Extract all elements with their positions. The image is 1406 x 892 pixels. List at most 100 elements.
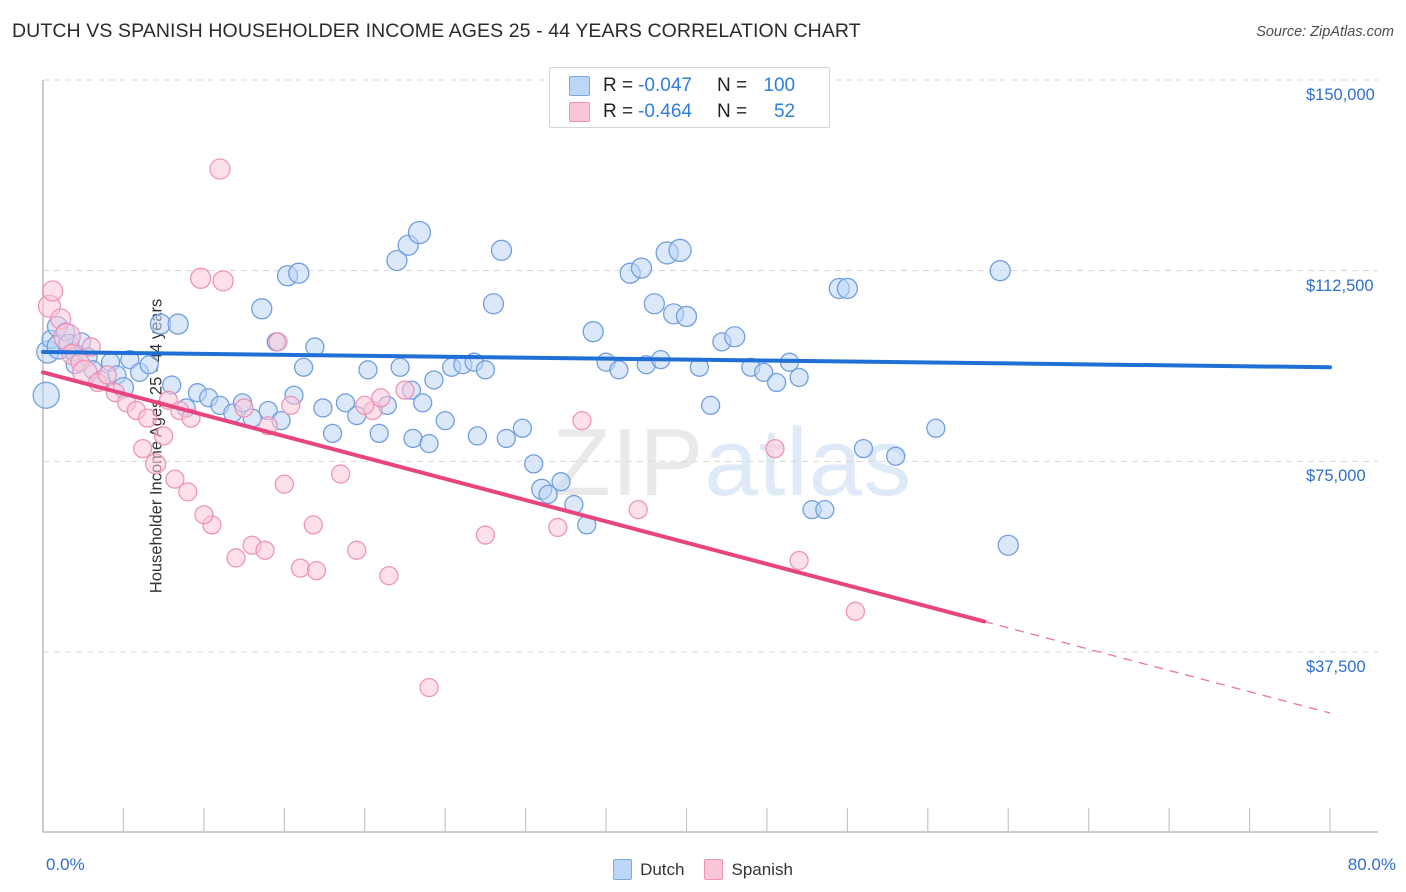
- data-point: [885, 446, 906, 466]
- y-axis-tick-label: $75,000: [1306, 467, 1366, 486]
- data-point: [165, 469, 185, 489]
- data-point: [369, 423, 389, 444]
- data-point: [551, 472, 571, 492]
- data-point: [628, 499, 648, 520]
- data-point: [32, 381, 60, 409]
- series-legend: Dutch Spanish: [0, 859, 1406, 880]
- data-point: [303, 515, 323, 535]
- y-axis-tick-label: $112,500: [1306, 276, 1374, 295]
- data-point: [419, 433, 439, 454]
- data-point: [413, 393, 433, 413]
- dutch-r-value: -0.047: [638, 75, 692, 96]
- legend-entry-spanish[interactable]: Spanish: [704, 859, 793, 880]
- x-axis-min-label: 0.0%: [46, 855, 85, 874]
- data-point: [582, 321, 604, 343]
- data-point: [190, 267, 212, 289]
- data-point: [133, 438, 153, 459]
- dutch-legend-label: Dutch: [640, 859, 685, 879]
- trendlines-layer: [41, 350, 1332, 714]
- data-point: [789, 550, 809, 571]
- data-point: [194, 505, 214, 525]
- dutch-n-value: 100: [763, 75, 796, 96]
- data-point: [255, 540, 275, 560]
- data-point: [209, 158, 231, 180]
- trendline-spanish-dashed: [983, 620, 1331, 714]
- data-point: [407, 220, 432, 245]
- data-point: [403, 428, 423, 449]
- data-point: [609, 360, 629, 380]
- data-point: [836, 277, 859, 300]
- y-axis-tick-label: $37,500: [1306, 658, 1366, 676]
- data-point: [490, 239, 513, 261]
- spanish-r-value: -0.464: [638, 101, 692, 122]
- data-point: [167, 313, 189, 335]
- spanish-legend-label: Spanish: [731, 859, 793, 879]
- data-point: [754, 362, 774, 383]
- data-point: [467, 426, 488, 446]
- data-point: [268, 332, 288, 352]
- data-point: [120, 349, 140, 370]
- data-point: [512, 418, 533, 438]
- data-point: [630, 257, 653, 279]
- data-point: [853, 438, 874, 459]
- data-point: [97, 365, 117, 385]
- data-point: [288, 262, 310, 284]
- spanish-n-value: 52: [773, 101, 796, 122]
- data-point: [989, 260, 1011, 282]
- data-point: [643, 293, 665, 315]
- series-dutch: [32, 220, 1019, 556]
- data-point: [149, 313, 172, 335]
- data-point: [390, 357, 410, 377]
- data-point: [845, 601, 866, 621]
- data-point: [137, 408, 158, 428]
- spanish-r-label: R =: [603, 101, 634, 122]
- data-point: [548, 517, 568, 538]
- data-point: [475, 525, 496, 545]
- x-axis-max-label: 80.0%: [1347, 855, 1396, 874]
- data-point: [251, 298, 273, 320]
- data-point: [815, 499, 835, 520]
- data-point: [386, 249, 408, 272]
- data-point: [572, 411, 592, 431]
- data-point: [379, 566, 399, 586]
- spanish-n-label: N =: [716, 101, 748, 122]
- points-layer: [32, 158, 1019, 698]
- data-point: [226, 548, 246, 568]
- data-point: [700, 395, 721, 416]
- series-spanish: [37, 158, 866, 698]
- trendline-spanish-solid: [41, 370, 987, 624]
- dutch-color-swatch: [569, 76, 590, 96]
- data-point: [524, 454, 544, 474]
- data-point: [538, 484, 558, 505]
- dutch-n-label: N =: [716, 75, 748, 96]
- data-point: [496, 428, 516, 449]
- data-point: [306, 561, 327, 581]
- page-title: DUTCH VS SPANISH HOUSEHOLDER INCOME AGES…: [12, 20, 861, 42]
- y-axis-tick-label: $150,000: [1306, 86, 1375, 104]
- data-point: [139, 355, 159, 375]
- correlation-row-dutch: R = -0.047 N = 100: [550, 73, 829, 99]
- data-point: [178, 482, 198, 502]
- data-point: [347, 540, 367, 560]
- data-point: [322, 423, 343, 444]
- data-point: [424, 370, 444, 390]
- data-point: [435, 411, 455, 431]
- data-point: [358, 360, 378, 380]
- data-point: [475, 360, 496, 380]
- data-point: [675, 305, 698, 328]
- legend-entry-dutch[interactable]: Dutch: [613, 859, 684, 880]
- spanish-color-swatch: [569, 102, 590, 122]
- data-point: [154, 426, 174, 446]
- data-point: [371, 388, 391, 408]
- correlation-legend: R = -0.047 N = 100 R = -0.464 N = 52: [549, 67, 830, 128]
- data-point: [330, 464, 351, 484]
- data-point: [281, 395, 301, 416]
- dutch-r-label: R =: [603, 75, 634, 96]
- data-point: [355, 395, 375, 416]
- data-point: [395, 380, 415, 400]
- dutch-legend-swatch: [613, 859, 633, 880]
- correlation-row-spanish: R = -0.464 N = 52: [550, 99, 829, 125]
- data-point: [234, 398, 254, 418]
